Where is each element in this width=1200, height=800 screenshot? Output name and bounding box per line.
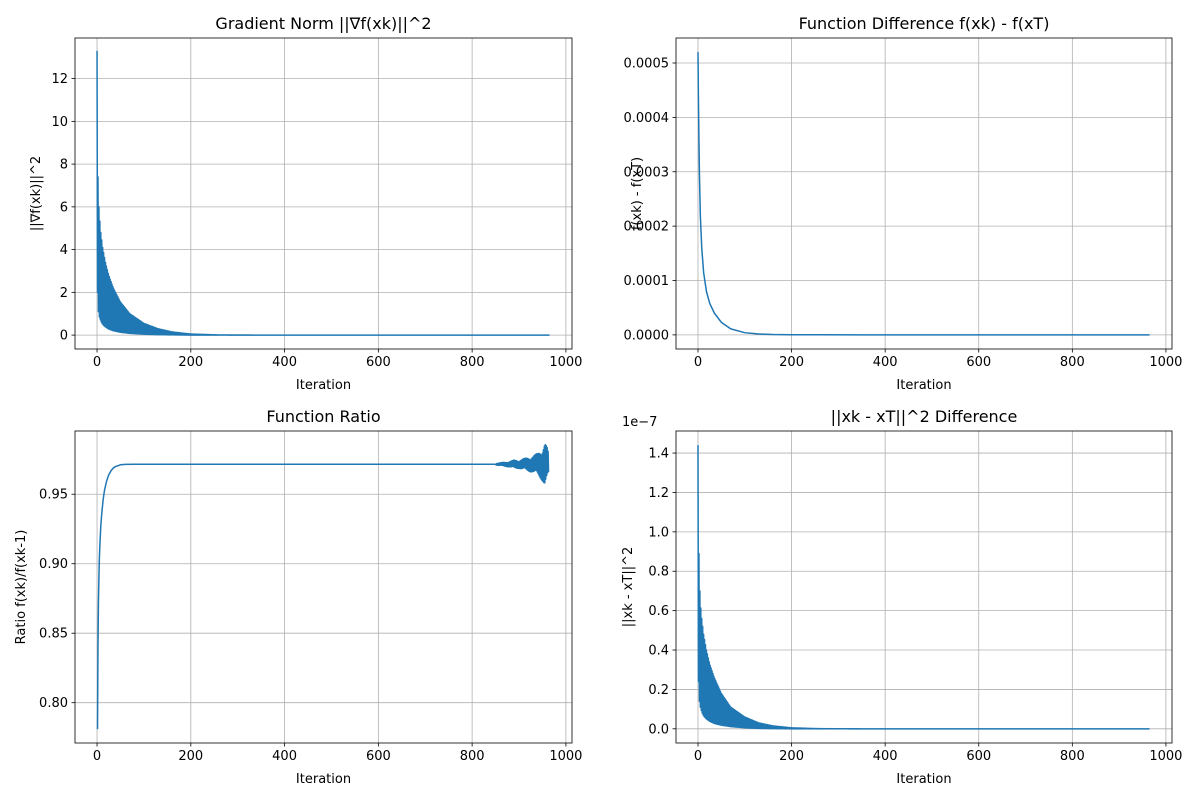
series-line: [697, 52, 1150, 336]
y-axis-label: f(xk) - f(xT): [630, 157, 645, 230]
x-tick-label: 800: [1060, 749, 1085, 764]
axis-offset-text: 1e−7: [622, 415, 657, 430]
x-axis-label: Iteration: [896, 772, 951, 787]
y-tick-label: 0: [60, 329, 68, 344]
x-tick-label: 200: [178, 355, 203, 370]
y-tick-label: 0.0005: [624, 57, 670, 72]
x-tick-label: 800: [460, 749, 485, 764]
x-tick-label: 600: [966, 749, 991, 764]
x-tick-label: 600: [366, 355, 391, 370]
chart-title: Function Difference f(xk) - f(xT): [799, 14, 1050, 33]
y-tick-label: 0.0: [648, 722, 669, 737]
y-tick-label: 6: [60, 200, 68, 215]
axes-frame: [675, 430, 1173, 744]
x-tick-label: 1000: [549, 355, 582, 370]
x-tick-label: 0: [694, 749, 702, 764]
x-tick-label: 400: [873, 749, 898, 764]
y-tick-label: 1.0: [648, 525, 669, 540]
y-tick-label: 0.90: [39, 557, 68, 572]
axes-frame: [74, 430, 573, 744]
chart-title: Gradient Norm ||∇f(xk)||^2: [215, 14, 431, 33]
x-tick-label: 1000: [549, 749, 582, 764]
x-tick-label: 0: [93, 355, 101, 370]
axes-frame: [74, 37, 573, 350]
y-tick-label: 12: [51, 72, 68, 87]
x-tick-label: 1000: [1149, 355, 1182, 370]
y-tick-label: 0.0001: [624, 274, 670, 289]
x-axis-label: Iteration: [896, 378, 951, 393]
y-axis-label: ||∇f(xk)||^2: [29, 156, 44, 231]
x-tick-label: 1000: [1149, 749, 1182, 764]
y-tick-label: 10: [51, 115, 68, 130]
y-tick-label: 0.2: [648, 683, 669, 698]
y-tick-label: 0.95: [39, 488, 68, 503]
y-tick-label: 0.0004: [624, 111, 670, 126]
series-line: [96, 50, 550, 336]
x-tick-label: 400: [272, 749, 297, 764]
chart-title: Function Ratio: [266, 407, 380, 426]
x-tick-label: 600: [966, 355, 991, 370]
series-line: [96, 443, 550, 730]
chart-panel-4: 0 200 400 600 800 1000 0.0 0.2 0.4 0.6 0.8 1.0 1.2 1.…: [621, 407, 1182, 787]
x-tick-label: 800: [460, 355, 485, 370]
chart-title: ||xk - xT||^2 Difference: [831, 407, 1018, 426]
y-tick-label: 2: [60, 286, 68, 301]
y-tick-label: 1.2: [648, 486, 669, 501]
chart-panel-1: 0 200 400 600 800 1000 0 2 4 6 8 10 12 Gradient Norm …: [29, 14, 582, 393]
x-tick-label: 0: [93, 749, 101, 764]
x-tick-label: 800: [1060, 355, 1085, 370]
x-tick-label: 200: [779, 749, 804, 764]
x-tick-label: 600: [366, 749, 391, 764]
y-tick-label: 0.80: [39, 696, 68, 711]
y-axis-label: ||xk - xT||^2: [621, 547, 636, 628]
y-tick-label: 0.85: [39, 627, 68, 642]
y-tick-label: 8: [60, 158, 68, 173]
x-tick-label: 400: [272, 355, 297, 370]
chart-panel-3: 0 200 400 600 800 1000 0.80 0.85 0.90 0.95 Functio…: [14, 407, 582, 787]
x-tick-label: 200: [178, 749, 203, 764]
x-tick-label: 400: [873, 355, 898, 370]
y-tick-label: 1.4: [648, 447, 669, 462]
series-line: [697, 445, 1150, 730]
x-tick-label: 200: [779, 355, 804, 370]
chart-panel-2: 0 200 400 600 800 1000 0.0000 0.0001 0.0002 0.000…: [624, 14, 1183, 393]
x-axis-label: Iteration: [296, 772, 351, 787]
y-tick-label: 0.8: [648, 565, 669, 580]
y-tick-label: 0.0002: [624, 220, 670, 235]
y-tick-label: 0.0003: [624, 165, 670, 180]
x-axis-label: Iteration: [296, 378, 351, 393]
y-tick-label: 0.6: [648, 604, 669, 619]
y-tick-label: 4: [60, 243, 68, 258]
x-tick-label: 0: [694, 355, 702, 370]
y-tick-label: 0.0000: [624, 328, 670, 343]
y-axis-label: Ratio f(xk)/f(xk-1): [14, 530, 29, 645]
axes-frame: [675, 37, 1173, 350]
y-tick-label: 0.4: [648, 644, 669, 659]
